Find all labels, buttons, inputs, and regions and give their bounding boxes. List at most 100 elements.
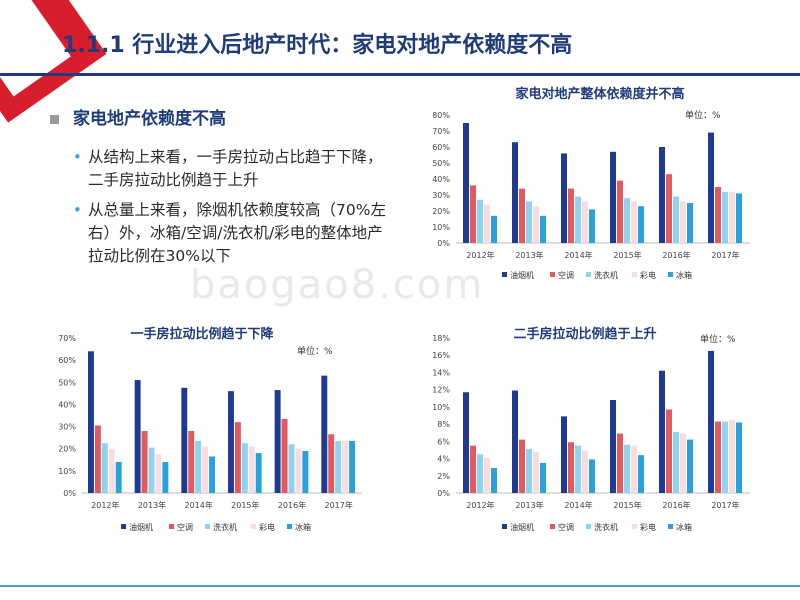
x-tick-label: 2017年 [711, 250, 739, 260]
bar [335, 440, 342, 493]
bar [155, 454, 162, 493]
y-tick-label: 20% [58, 445, 76, 454]
bar [624, 198, 630, 243]
legend-swatch [251, 524, 256, 529]
y-tick-label: 40% [432, 175, 450, 184]
legend-label: 彩电 [640, 522, 656, 532]
x-tick-label: 2013年 [515, 500, 543, 510]
y-tick-label: 40% [58, 400, 76, 409]
y-tick-label: 12% [432, 386, 450, 395]
bar [512, 390, 518, 493]
dot-bullet-icon: • [73, 201, 82, 219]
bar [209, 456, 215, 493]
x-tick-label: 2014年 [564, 500, 592, 510]
x-tick-label: 2014年 [564, 250, 592, 260]
bar [94, 425, 101, 493]
bar [680, 201, 686, 243]
watermark: baogao8.com [190, 262, 485, 308]
bar [234, 422, 241, 493]
legend-swatch [586, 524, 591, 529]
chart-title: 二手房拉动比例趋于上升 [513, 326, 656, 342]
y-tick-label: 10% [432, 403, 450, 412]
x-tick-label: 2017年 [324, 500, 352, 510]
y-tick-label: 60% [432, 143, 450, 152]
y-tick-label: 30% [432, 191, 450, 200]
bar [666, 174, 672, 243]
bar [115, 462, 122, 493]
x-tick-label: 2013年 [138, 500, 166, 510]
bar [722, 191, 728, 243]
legend-swatch [121, 524, 126, 529]
bar [491, 468, 497, 493]
legend-label: 冰箱 [676, 522, 692, 532]
bullet-point-total: • 从总量上来看，除烟机依赖度较高（70%左右）外，冰箱/空调/洗衣机/彩电的整… [73, 199, 393, 268]
bar [680, 433, 686, 493]
x-tick-label: 2017年 [711, 500, 739, 510]
x-tick-label: 2015年 [231, 500, 259, 510]
bar [512, 142, 518, 243]
x-tick-label: 2015年 [613, 250, 641, 260]
bar [181, 387, 188, 493]
x-tick-label: 2012年 [466, 250, 494, 260]
y-tick-label: 10% [58, 467, 76, 476]
legend-label: 洗衣机 [594, 522, 618, 532]
y-tick-label: 16% [432, 351, 450, 360]
bar [295, 448, 302, 493]
x-tick-label: 2013年 [515, 250, 543, 260]
y-tick-label: 6% [437, 437, 450, 446]
bar [281, 418, 288, 493]
bar [624, 444, 630, 493]
bar [708, 350, 714, 493]
bar [729, 419, 735, 493]
bar [561, 416, 567, 493]
chart-second-hand: 二手房拉动比例趋于上升 单位：% 0% 2% 4% 6% 8% 10% 12% 14% 16% 18%… [432, 326, 750, 532]
x-tick-label: 2015年 [613, 500, 641, 510]
bar [631, 201, 637, 243]
bar [519, 188, 525, 243]
bar [617, 433, 623, 493]
bar [321, 375, 328, 493]
y-tick-label: 4% [437, 455, 450, 464]
bar [228, 391, 234, 493]
bar [533, 206, 539, 243]
bar [463, 392, 469, 493]
bar [575, 445, 581, 493]
bar [687, 203, 693, 243]
bar [589, 209, 595, 243]
chart-unit-label: 单位：% [700, 333, 736, 345]
footer-divider [0, 585, 800, 587]
legend-label: 空调 [177, 522, 193, 532]
bar [617, 180, 623, 243]
bar [328, 434, 335, 493]
legend-swatch [550, 272, 555, 277]
legend-label: 油烟机 [510, 522, 534, 532]
y-tick-label: 20% [432, 207, 450, 216]
bar [631, 445, 637, 493]
bar [659, 370, 665, 493]
legend-label: 洗衣机 [213, 522, 237, 532]
x-tick-label: 2012年 [91, 500, 119, 510]
bullet-point-text: 从结构上来看，一手房拉动占比趋于下降，二手房拉动比例趋于上升 [88, 148, 383, 189]
y-tick-label: 10% [432, 223, 450, 232]
bar [148, 447, 155, 493]
y-tick-label: 60% [58, 356, 76, 365]
bar [108, 448, 115, 493]
bar [673, 196, 679, 243]
bar [715, 187, 721, 243]
legend-swatch [668, 272, 673, 277]
bar [575, 196, 581, 243]
bar [582, 450, 588, 493]
y-tick-label: 0% [437, 489, 450, 498]
legend-swatch [205, 524, 210, 529]
y-tick-label: 70% [432, 127, 450, 136]
bar [638, 455, 644, 493]
bar [484, 457, 490, 493]
bar [736, 193, 742, 243]
bar [722, 421, 728, 493]
bullet-heading-text: 家电地产依赖度不高 [73, 109, 226, 129]
bar [568, 188, 574, 243]
bar [188, 431, 195, 493]
bar [582, 201, 588, 243]
bar [241, 443, 248, 493]
